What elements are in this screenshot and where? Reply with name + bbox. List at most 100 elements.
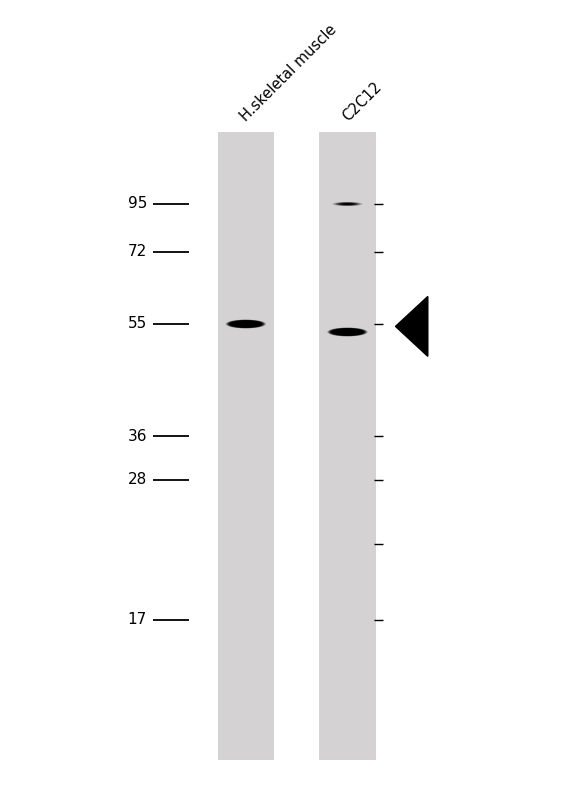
Ellipse shape xyxy=(332,329,363,335)
Ellipse shape xyxy=(227,320,264,328)
Ellipse shape xyxy=(334,329,360,335)
Ellipse shape xyxy=(232,321,259,327)
Ellipse shape xyxy=(339,330,356,334)
Ellipse shape xyxy=(333,329,362,335)
Ellipse shape xyxy=(229,320,263,328)
Ellipse shape xyxy=(225,319,267,329)
Ellipse shape xyxy=(333,329,362,335)
Ellipse shape xyxy=(339,203,356,205)
Ellipse shape xyxy=(341,330,354,334)
Ellipse shape xyxy=(232,321,260,327)
Text: 95: 95 xyxy=(128,197,147,211)
Ellipse shape xyxy=(341,203,354,205)
Ellipse shape xyxy=(342,203,353,205)
Ellipse shape xyxy=(238,322,254,326)
Ellipse shape xyxy=(343,203,352,205)
Ellipse shape xyxy=(231,321,260,327)
Ellipse shape xyxy=(343,331,352,333)
Ellipse shape xyxy=(236,322,256,326)
Ellipse shape xyxy=(345,331,350,333)
Ellipse shape xyxy=(340,330,355,334)
Text: 28: 28 xyxy=(128,473,147,487)
Ellipse shape xyxy=(336,330,359,334)
Ellipse shape xyxy=(240,322,252,326)
Ellipse shape xyxy=(337,330,358,334)
Bar xyxy=(218,132,274,760)
Ellipse shape xyxy=(242,323,250,325)
Ellipse shape xyxy=(227,320,265,328)
Ellipse shape xyxy=(242,323,250,325)
Ellipse shape xyxy=(330,328,365,336)
Ellipse shape xyxy=(344,331,351,333)
Ellipse shape xyxy=(337,202,358,206)
Ellipse shape xyxy=(231,321,261,327)
Ellipse shape xyxy=(336,202,358,206)
Ellipse shape xyxy=(337,330,358,334)
Ellipse shape xyxy=(236,322,255,326)
Ellipse shape xyxy=(338,202,357,206)
Ellipse shape xyxy=(340,203,355,205)
Ellipse shape xyxy=(240,322,251,326)
Ellipse shape xyxy=(337,202,358,206)
Ellipse shape xyxy=(329,328,366,336)
Ellipse shape xyxy=(338,202,357,206)
Ellipse shape xyxy=(239,322,253,326)
Text: 17: 17 xyxy=(128,613,147,627)
Ellipse shape xyxy=(328,328,367,336)
Ellipse shape xyxy=(342,330,353,334)
Ellipse shape xyxy=(344,331,351,333)
Ellipse shape xyxy=(234,322,258,326)
Ellipse shape xyxy=(234,322,257,326)
Text: 72: 72 xyxy=(128,245,147,259)
Ellipse shape xyxy=(342,331,353,333)
Ellipse shape xyxy=(338,330,357,334)
Ellipse shape xyxy=(344,203,351,205)
Text: 36: 36 xyxy=(127,429,147,443)
Ellipse shape xyxy=(344,203,351,205)
Ellipse shape xyxy=(235,322,257,326)
Ellipse shape xyxy=(328,328,367,336)
Ellipse shape xyxy=(327,327,368,337)
Text: C2C12: C2C12 xyxy=(340,79,385,124)
Ellipse shape xyxy=(331,328,364,336)
Ellipse shape xyxy=(228,320,263,328)
Ellipse shape xyxy=(338,202,357,206)
Ellipse shape xyxy=(338,330,357,334)
Ellipse shape xyxy=(340,203,355,205)
Ellipse shape xyxy=(336,330,359,334)
Ellipse shape xyxy=(334,202,360,206)
Ellipse shape xyxy=(335,202,360,206)
Ellipse shape xyxy=(233,322,258,326)
Ellipse shape xyxy=(336,202,359,206)
Ellipse shape xyxy=(327,327,368,337)
Ellipse shape xyxy=(241,323,250,325)
Text: H.skeletal muscle: H.skeletal muscle xyxy=(238,22,340,124)
Ellipse shape xyxy=(334,330,360,334)
Ellipse shape xyxy=(229,320,262,328)
Ellipse shape xyxy=(242,323,249,325)
Ellipse shape xyxy=(334,329,361,335)
Ellipse shape xyxy=(244,323,248,325)
Ellipse shape xyxy=(233,322,259,326)
Ellipse shape xyxy=(341,330,354,334)
Ellipse shape xyxy=(340,330,355,334)
Ellipse shape xyxy=(228,320,264,328)
Text: 55: 55 xyxy=(128,317,147,331)
Ellipse shape xyxy=(341,203,354,205)
Ellipse shape xyxy=(237,322,254,326)
Ellipse shape xyxy=(332,329,363,335)
Ellipse shape xyxy=(341,203,354,205)
Ellipse shape xyxy=(225,319,266,329)
Bar xyxy=(319,132,376,760)
Ellipse shape xyxy=(329,328,366,336)
Ellipse shape xyxy=(331,328,364,336)
Ellipse shape xyxy=(345,203,350,205)
Ellipse shape xyxy=(243,323,249,325)
Ellipse shape xyxy=(344,331,351,333)
Polygon shape xyxy=(396,297,428,356)
Ellipse shape xyxy=(336,202,359,206)
Ellipse shape xyxy=(230,321,262,327)
Ellipse shape xyxy=(241,323,251,325)
Ellipse shape xyxy=(333,202,362,206)
Ellipse shape xyxy=(334,202,360,206)
